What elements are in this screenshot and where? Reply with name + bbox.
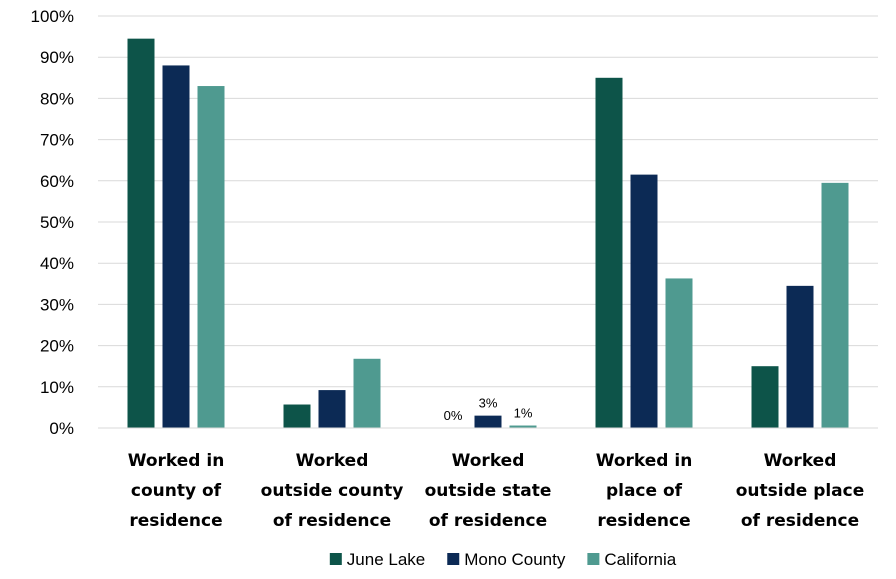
category-label: Worked outside county of residence (261, 451, 404, 531)
legend-swatch-june-lake (329, 553, 342, 565)
y-tick-label: 30% (40, 295, 74, 314)
bar-california (353, 358, 381, 428)
y-tick-label: 50% (40, 213, 74, 232)
legend-swatch-california (587, 553, 600, 565)
y-tick-label: 10% (40, 378, 74, 397)
bar-california (509, 425, 537, 428)
data-label: 3% (479, 396, 498, 411)
y-axis-tick-labels: 0% 10% 20% 30% 40% 50% 60% 70% 80% 90% 100% (31, 7, 74, 438)
gridlines (98, 15, 878, 388)
y-tick-label: 100% (31, 7, 74, 26)
y-tick-label: 70% (40, 131, 74, 150)
bar-mono-county (162, 65, 190, 428)
data-label: 0% (444, 408, 463, 423)
data-labels: 0% 3% 1% (444, 396, 533, 423)
y-tick-label: 40% (40, 254, 74, 273)
bar-june-lake (751, 366, 779, 428)
y-tick-label: 0% (49, 419, 74, 438)
y-tick-label: 20% (40, 337, 74, 356)
y-tick-label: 90% (40, 48, 74, 67)
bar-california (821, 182, 849, 428)
y-tick-label: 80% (40, 89, 74, 108)
category-label: Worked in county of residence (128, 451, 225, 531)
bar-mono-county (474, 415, 502, 428)
bar-california (665, 278, 693, 428)
category-label: Worked in place of residence (596, 451, 693, 531)
category-label: Worked outside place of residence (736, 451, 865, 531)
legend-swatch-mono-county (447, 553, 460, 565)
bars (127, 38, 849, 429)
category-labels: Worked in county of residence Worked outside… (128, 451, 865, 531)
y-tick-label: 60% (40, 172, 74, 191)
legend-label-june-lake: June Lake (347, 550, 425, 569)
bar-mono-county (318, 390, 346, 428)
bar-june-lake (127, 38, 155, 428)
bar-june-lake (595, 77, 623, 429)
legend: June Lake Mono County California (329, 550, 677, 569)
legend-label-california: California (604, 550, 676, 569)
bar-california (197, 86, 225, 428)
bar-mono-county (630, 174, 658, 428)
bar-june-lake (283, 404, 311, 428)
bar-mono-county (786, 285, 814, 428)
legend-label-mono-county: Mono County (464, 550, 566, 569)
category-label: Worked outside state of residence (425, 451, 552, 531)
data-label: 1% (514, 406, 533, 421)
